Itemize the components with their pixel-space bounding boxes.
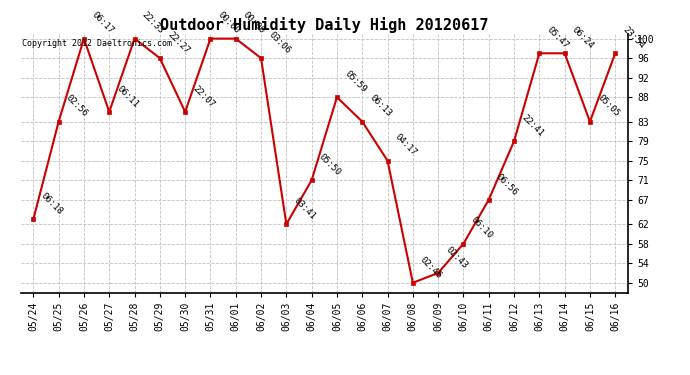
Title: Outdoor Humidity Daily High 20120617: Outdoor Humidity Daily High 20120617 (160, 16, 489, 33)
Text: 05:47: 05:47 (545, 25, 570, 51)
Text: 06:17: 06:17 (90, 10, 115, 36)
Text: 05:59: 05:59 (342, 69, 368, 94)
Text: 06:13: 06:13 (368, 93, 393, 119)
Text: 23:54: 23:54 (621, 25, 646, 51)
Text: 02:56: 02:56 (64, 93, 90, 119)
Text: 03:06: 03:06 (266, 30, 292, 56)
Text: 22:07: 22:07 (190, 84, 216, 109)
Text: 04:17: 04:17 (393, 132, 418, 158)
Text: 06:11: 06:11 (115, 84, 140, 109)
Text: 06:10: 06:10 (469, 216, 494, 241)
Text: 06:24: 06:24 (570, 25, 595, 51)
Text: 22:41: 22:41 (520, 113, 545, 138)
Text: 06:18: 06:18 (39, 191, 64, 216)
Text: 05:05: 05:05 (595, 93, 621, 119)
Text: 22:33: 22:33 (140, 10, 166, 36)
Text: 00:00: 00:00 (241, 10, 266, 36)
Text: 02:46: 02:46 (418, 255, 444, 280)
Text: 02:43: 02:43 (444, 245, 469, 270)
Text: 22:27: 22:27 (166, 30, 190, 56)
Text: 03:41: 03:41 (292, 196, 317, 221)
Text: 06:56: 06:56 (494, 172, 520, 197)
Text: 00:00: 00:00 (216, 10, 241, 36)
Text: Copyright 2012 Daeltronics.com: Copyright 2012 Daeltronics.com (22, 39, 172, 48)
Text: 05:50: 05:50 (317, 152, 342, 177)
